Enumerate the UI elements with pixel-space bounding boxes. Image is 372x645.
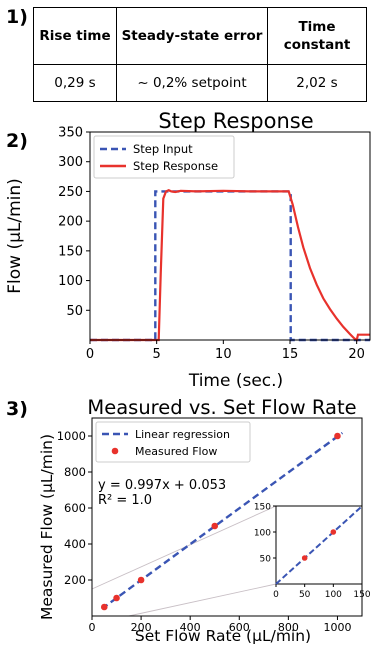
x-tick-label: 1000: [323, 621, 351, 634]
y-tick-label: 300: [58, 155, 83, 170]
x-tick-label: 0: [89, 621, 96, 634]
inset-regression-line: [275, 505, 363, 585]
chart-title: Step Response: [158, 109, 313, 133]
y-tick-label: 400: [64, 537, 86, 551]
y-tick-label: 1000: [57, 429, 86, 443]
y-tick-label: 200: [58, 215, 83, 230]
y-tick-label: 250: [58, 185, 83, 200]
legend-label: Measured Flow: [135, 445, 217, 458]
legend-box: [93, 135, 235, 179]
y-tick-label: 200: [64, 573, 86, 587]
properties-table: Rise time Steady-state error Time consta…: [33, 7, 367, 102]
x-axis-label: Time (sec.): [188, 371, 283, 390]
table-cell: 0,29 s: [33, 64, 117, 102]
chart-title: Measured vs. Set Flow Rate: [87, 396, 356, 419]
x-tick-label: 800: [278, 621, 299, 634]
y-tick-label: 150: [58, 244, 83, 259]
table-row: 0,29 s ~ 0,2% setpoint 2,02 s: [33, 64, 367, 102]
data-point: [211, 522, 219, 530]
legend-label: Step Input: [133, 142, 193, 156]
panel-2-label: 2): [6, 130, 28, 152]
inset-data-point: [301, 555, 308, 561]
inset-y-tick-label: 50: [260, 555, 272, 565]
r-squared-annotation: R² = 1.0: [98, 493, 152, 508]
table-cell: 2,02 s: [267, 64, 367, 102]
inset-y-tick-label: 150: [254, 503, 271, 513]
legend-box: [95, 421, 251, 463]
panel-1-label: 1): [6, 6, 28, 28]
plot-frame: [89, 131, 371, 341]
x-tick-label: 5: [153, 347, 161, 362]
table-header: Time constant: [267, 7, 367, 65]
x-tick-label: 200: [131, 621, 152, 634]
inset-data-point: [330, 529, 337, 535]
x-tick-label: 0: [86, 347, 94, 362]
x-tick-label: 600: [229, 621, 250, 634]
table-header: Steady-state error: [116, 7, 268, 65]
panel-3-label: 3): [6, 398, 28, 420]
x-tick-label: 400: [180, 621, 201, 634]
zoom-connector: [128, 583, 277, 617]
table-header: Rise time: [33, 7, 117, 65]
step-response-chart: Step Response 0 5 10 15 20 50 100 150 200 250 300 35…: [5, 109, 371, 390]
legend-label: Linear regression: [135, 428, 230, 441]
x-tick-label: 20: [348, 347, 365, 362]
inset-y-tick-label: 100: [254, 529, 271, 539]
inset-x-tick-label: 150: [353, 590, 370, 600]
legend-label: Step Response: [133, 159, 218, 173]
y-tick-label: 100: [58, 274, 83, 289]
y-tick-label: 350: [58, 126, 83, 141]
data-point: [100, 603, 108, 611]
data-point: [137, 576, 145, 584]
legend-swatch: [111, 447, 119, 455]
y-axis-label: Measured Flow (µL/min): [38, 434, 56, 620]
x-axis-label: Set Flow Rate (µL/min): [135, 627, 311, 645]
data-point: [334, 432, 341, 440]
inset-x-tick-label: 0: [273, 590, 279, 600]
table-header-row: Rise time Steady-state error Time consta…: [33, 7, 367, 65]
x-tick-label: 15: [282, 347, 299, 362]
x-tick-label: 10: [215, 347, 232, 362]
data-point: [113, 594, 120, 602]
inset-x-tick-label: 50: [299, 590, 311, 600]
y-tick-label: 600: [64, 501, 86, 515]
series-line-step-input: [90, 190, 370, 342]
y-tick-label: 50: [66, 304, 83, 319]
series-line-step-response: [90, 188, 370, 342]
y-tick-label: 800: [64, 465, 86, 479]
flow-rate-chart: Measured vs. Set Flow Rate 0 200 400 600 800 1…: [38, 396, 371, 645]
inset-x-tick-label: 100: [325, 590, 342, 600]
table-cell: ~ 0,2% setpoint: [116, 64, 268, 102]
y-axis-label: Flow (µL/min): [5, 178, 25, 294]
equation-annotation: y = 0.997x + 0.053: [98, 478, 226, 493]
